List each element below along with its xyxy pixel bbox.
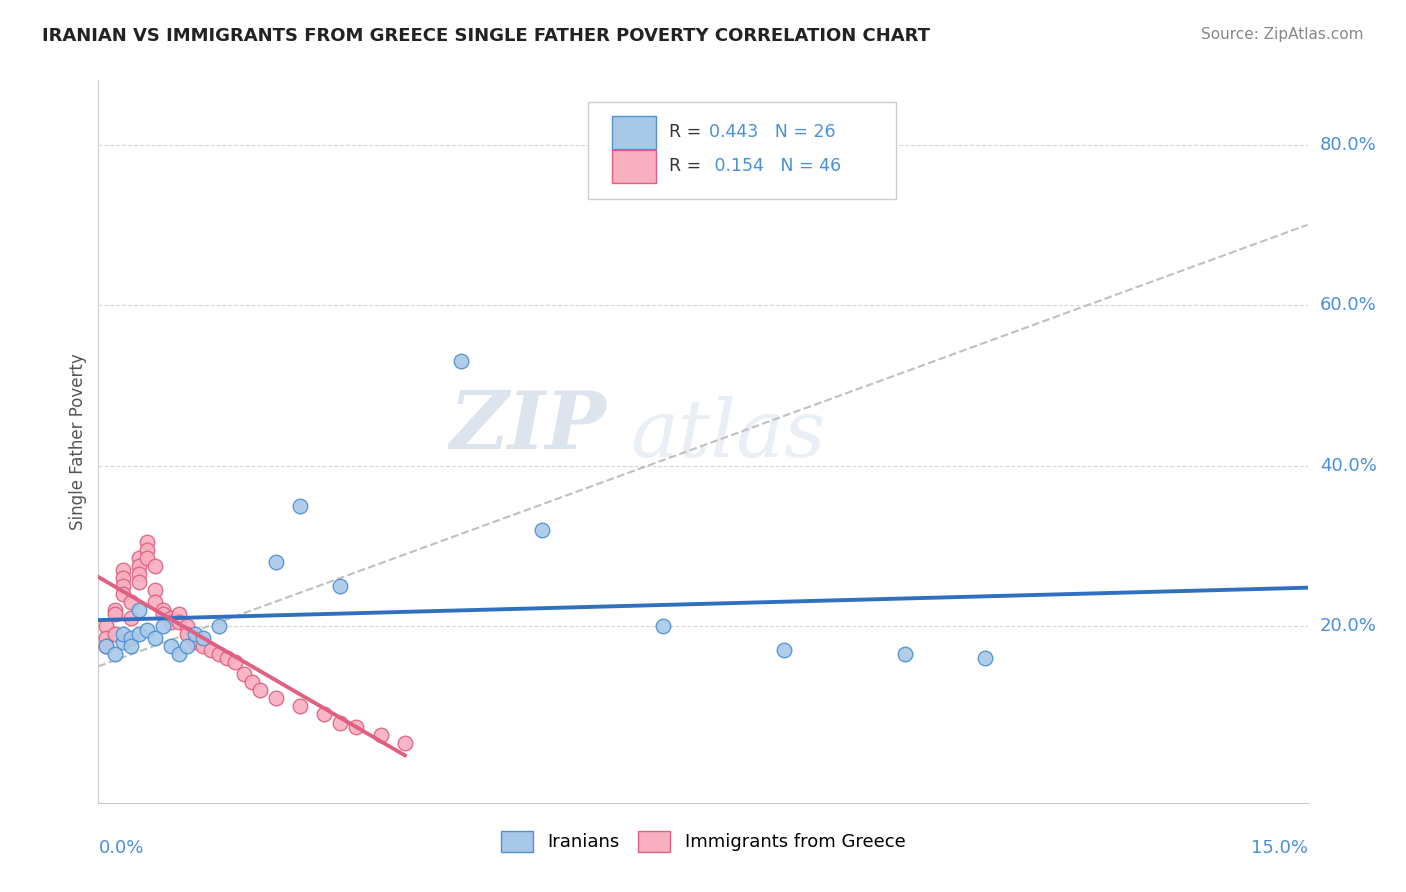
Point (135, 623, 157, 637)
Text: 60.0%: 60.0% (1320, 296, 1376, 314)
Point (152, 607, 174, 621)
Legend: Iranians, Immigrants from Greece: Iranians, Immigrants from Greece (494, 823, 912, 859)
Point (344, 719, 367, 733)
Point (120, 595, 142, 609)
Point (152, 603, 174, 617)
Point (96, 639, 118, 653)
Point (370, 728, 392, 742)
Point (120, 639, 142, 653)
Point (264, 555, 287, 569)
Point (160, 639, 183, 653)
Point (167, 615, 190, 630)
Text: 0.443   N = 26: 0.443 N = 26 (709, 123, 835, 141)
Point (120, 632, 142, 646)
Point (103, 648, 125, 662)
Point (224, 655, 246, 669)
Point (111, 571, 134, 585)
Text: R =: R = (669, 123, 707, 141)
Point (96, 639, 118, 653)
Point (128, 567, 150, 582)
Text: 40.0%: 40.0% (1320, 457, 1376, 475)
Point (193, 639, 215, 653)
Point (103, 627, 125, 641)
Point (974, 651, 997, 665)
Text: 80.0%: 80.0% (1320, 136, 1376, 153)
Point (111, 635, 134, 649)
Point (893, 648, 915, 662)
Point (128, 551, 150, 566)
Point (200, 643, 222, 657)
Point (143, 632, 166, 646)
Point (651, 619, 673, 633)
Text: atlas: atlas (630, 395, 825, 473)
Text: IRANIAN VS IMMIGRANTS FROM GREECE SINGLE FATHER POVERTY CORRELATION CHART: IRANIAN VS IMMIGRANTS FROM GREECE SINGLE… (42, 27, 931, 45)
Point (232, 667, 254, 681)
Point (184, 627, 207, 641)
Point (314, 707, 336, 722)
Point (135, 534, 157, 549)
FancyBboxPatch shape (613, 116, 655, 149)
Y-axis label: Single Father Poverty: Single Father Poverty (69, 353, 87, 530)
Point (167, 607, 190, 621)
Point (111, 587, 134, 601)
Text: 0.154   N = 46: 0.154 N = 46 (709, 157, 841, 175)
Point (176, 619, 198, 633)
Point (530, 523, 553, 537)
Point (249, 683, 271, 698)
Point (167, 648, 190, 662)
Point (111, 627, 134, 641)
Text: Source: ZipAtlas.com: Source: ZipAtlas.com (1201, 27, 1364, 42)
Point (96, 619, 118, 633)
Point (160, 611, 183, 625)
Point (128, 627, 150, 641)
Point (135, 542, 157, 557)
Point (143, 583, 166, 598)
Point (240, 675, 263, 690)
Text: R =: R = (669, 157, 707, 175)
Point (143, 595, 166, 609)
Point (143, 558, 166, 573)
Text: 20.0%: 20.0% (1320, 617, 1376, 635)
Point (111, 579, 134, 593)
Point (288, 699, 311, 714)
Point (329, 715, 352, 730)
Point (103, 603, 125, 617)
Point (176, 639, 198, 653)
Point (152, 619, 174, 633)
Point (450, 354, 472, 368)
Point (208, 619, 231, 633)
Text: ZIP: ZIP (450, 388, 606, 466)
Point (329, 579, 352, 593)
Point (772, 643, 794, 657)
Point (120, 611, 142, 625)
Point (135, 551, 157, 566)
Point (128, 558, 150, 573)
Point (176, 627, 198, 641)
Point (288, 499, 311, 513)
Point (394, 735, 416, 749)
Point (217, 651, 239, 665)
Point (111, 563, 134, 577)
Point (128, 603, 150, 617)
Point (160, 615, 183, 630)
Text: 15.0%: 15.0% (1250, 838, 1308, 857)
Point (208, 648, 231, 662)
Point (103, 607, 125, 621)
Text: 0.0%: 0.0% (98, 838, 143, 857)
Point (128, 574, 150, 589)
Point (193, 632, 215, 646)
FancyBboxPatch shape (613, 150, 655, 183)
FancyBboxPatch shape (588, 102, 897, 200)
Point (184, 635, 207, 649)
Point (264, 691, 287, 706)
Point (96, 632, 118, 646)
